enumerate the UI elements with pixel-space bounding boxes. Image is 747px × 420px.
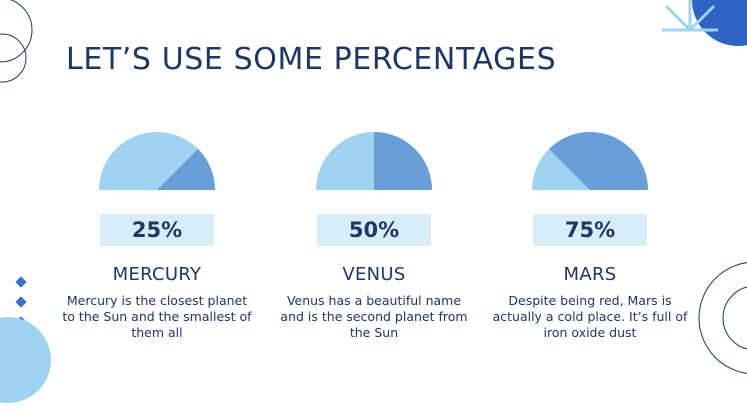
- planet-name-venus: VENUS: [342, 264, 406, 285]
- planet-description-mercury: Mercury is the closest planet to the Sun…: [62, 293, 252, 340]
- percentage-mercury: 25%: [100, 214, 214, 246]
- top-left-circles-decoration: [0, 0, 33, 83]
- planet-description-mars: Despite being red, Mars is actually a co…: [492, 293, 688, 340]
- planet-column-mercury: 25% MERCURY Mercury is the closest plane…: [57, 130, 257, 341]
- gauge-chart-venus: [316, 132, 432, 190]
- bottom-left-light-circle: [0, 317, 51, 403]
- gauge-chart-mercury: [99, 132, 215, 190]
- gauge-fill-mercury: [157, 148, 215, 190]
- planet-description-venus: Venus has a beautiful name and is the se…: [280, 293, 468, 340]
- gauge-fill-venus: [374, 132, 432, 190]
- planet-name-mercury: MERCURY: [112, 264, 202, 285]
- percentage-mars: 75%: [533, 214, 647, 246]
- planet-column-mars: 75% MARS Despite being red, Mars is actu…: [490, 130, 690, 341]
- planet-name-mars: MARS: [563, 264, 617, 285]
- percentage-venus: 50%: [317, 214, 431, 246]
- gauge-fill-mars: [548, 132, 648, 190]
- planet-column-venus: 50% VENUS Venus has a beautiful name and…: [274, 130, 474, 341]
- top-right-line-fan-decoration: [662, 0, 718, 32]
- top-right-blue-circle: [692, 0, 747, 46]
- gauge-chart-mars: [532, 132, 648, 190]
- bottom-right-concentric-circles: [698, 262, 747, 374]
- slide-title: LET’S USE SOME PERCENTAGES: [66, 42, 557, 77]
